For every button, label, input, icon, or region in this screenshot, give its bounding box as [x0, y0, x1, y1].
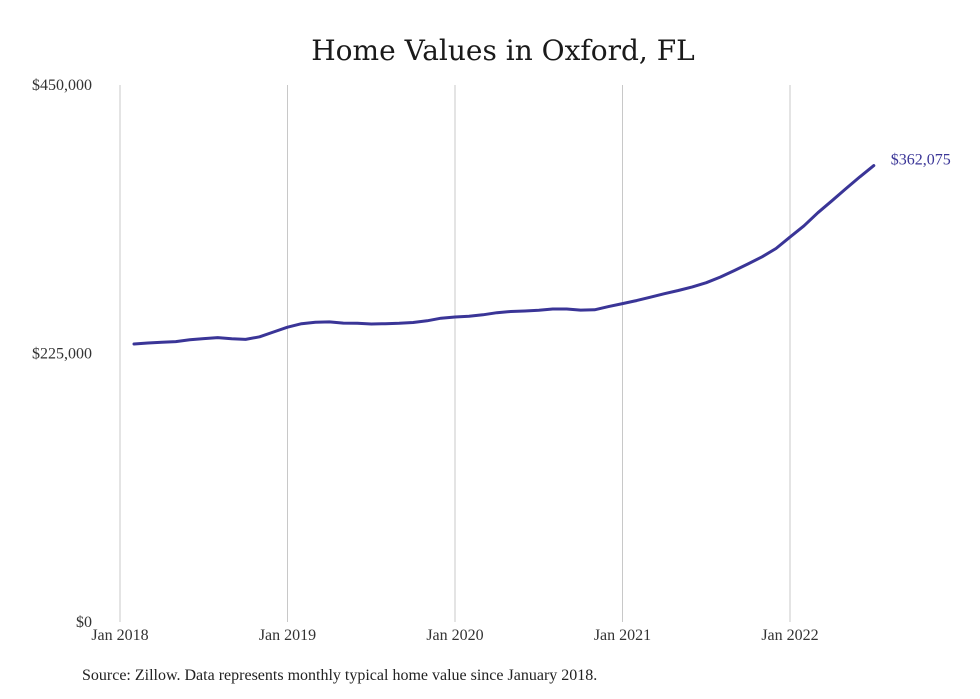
vertical-gridlines	[119, 85, 791, 622]
x-tick-label: Jan 2021	[594, 627, 651, 644]
source-note: Source: Zillow. Data represents monthly …	[82, 667, 598, 684]
x-tick-label: Jan 2020	[426, 627, 483, 644]
x-tick-label: Jan 2019	[259, 627, 316, 644]
y-axis-tick-labels: $0 $225,000 $450,000	[32, 77, 92, 631]
x-tick-label: Jan 2018	[91, 627, 148, 644]
series-end-value-label: $362,075	[891, 152, 951, 169]
x-axis-tick-labels: Jan 2018 Jan 2019 Jan 2020 Jan 2021 Jan 2022	[91, 627, 818, 644]
y-tick-label: $450,000	[32, 77, 92, 94]
y-tick-label: $0	[76, 614, 92, 631]
series-line-0	[132, 164, 876, 346]
line-chart: Home Values in Oxford, FL $0 $225,000 $450…	[32, 34, 951, 644]
series-group	[132, 164, 876, 346]
y-tick-label: $225,000	[32, 346, 92, 363]
chart-title: Home Values in Oxford, FL	[311, 34, 694, 67]
x-tick-label: Jan 2022	[761, 627, 818, 644]
